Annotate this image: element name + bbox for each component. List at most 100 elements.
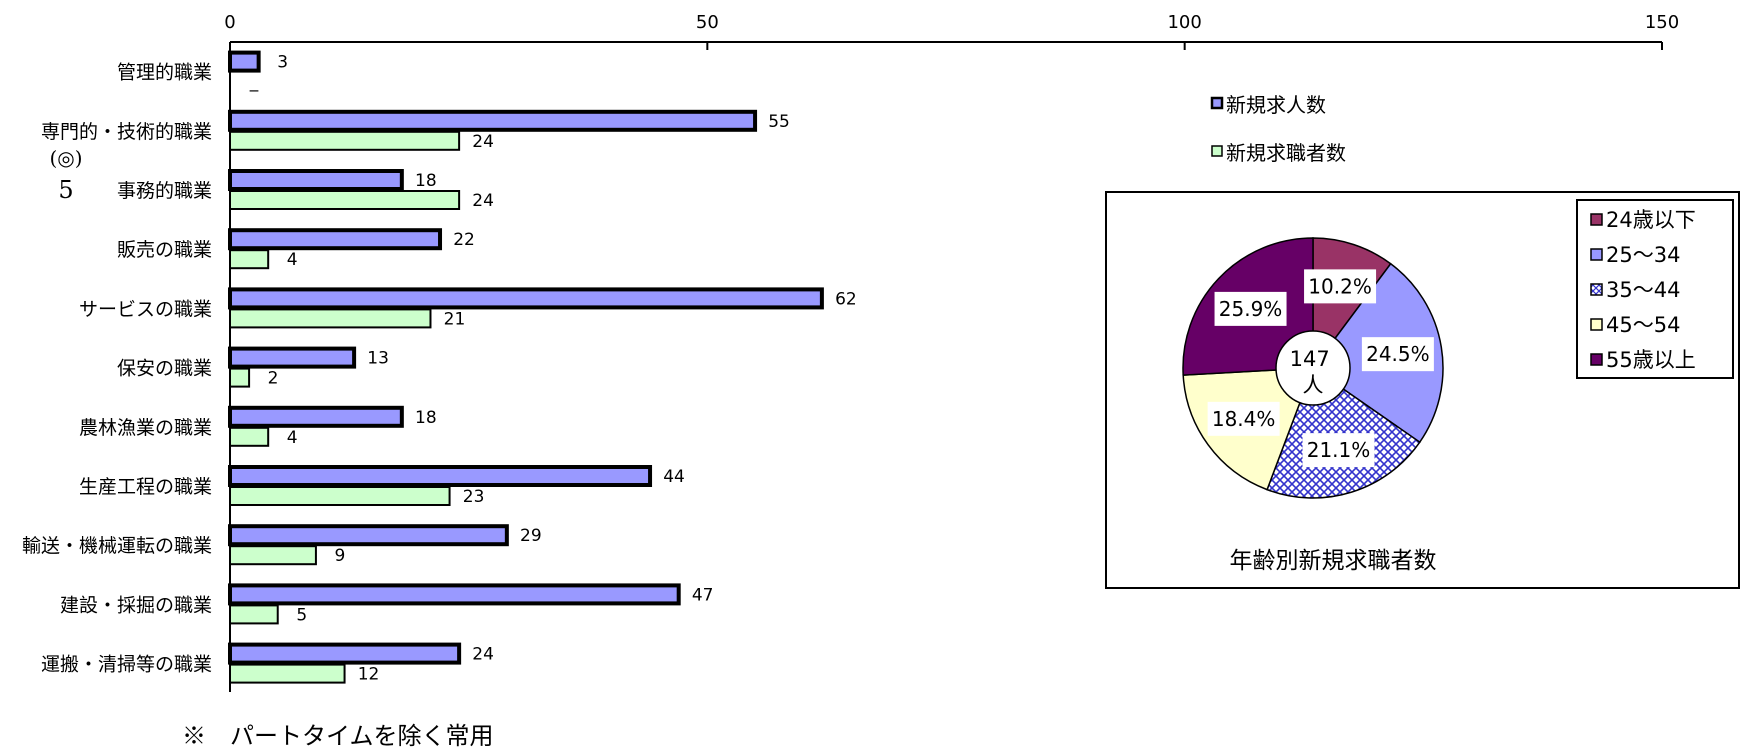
legend-item-job-offers: 新規求人数 (1210, 93, 1326, 117)
pie-label-box (1361, 337, 1434, 372)
bar-value-job-seekers: 12 (358, 665, 380, 685)
legend-swatch-job-offers (1210, 96, 1224, 110)
side-circle-mark: (◎) (49, 146, 82, 170)
pie-legend-swatch (1590, 353, 1603, 366)
bar-value-job-seekers: _ (249, 73, 259, 93)
bar-job-offers (228, 524, 509, 547)
bars (228, 50, 824, 684)
bar-job-seekers (229, 663, 346, 684)
pie-legend-label: 55歳以上 (1606, 348, 1696, 372)
bar-value-job-seekers: 24 (472, 132, 494, 152)
category-label: 生産工程の職業 (79, 476, 212, 498)
bar-value-job-offers: 29 (520, 526, 542, 546)
category-label: 販売の職業 (117, 239, 212, 261)
pie-slice-label: 25.9% (1219, 297, 1283, 321)
pie-center-unit: 人 (1303, 373, 1324, 397)
bar-job-seekers (229, 367, 251, 388)
bar-job-offers (228, 109, 758, 132)
bar-chart: 0 50 100 150 管理的職業専門的・技術的職業事務的職業販売の職業サービスの職… (22, 12, 1679, 692)
bar-job-offers (228, 642, 462, 665)
bar-value-job-offers: 47 (692, 585, 714, 605)
bar-value-job-offers: 18 (415, 408, 437, 428)
pie-label-box (1302, 433, 1375, 468)
pie-legend-frame (1576, 199, 1734, 379)
legend-label-job-seekers: 新規求職者数 (1226, 141, 1346, 165)
pie-legend-swatch (1590, 283, 1603, 296)
bar-legend: 新規求人数 新規求職者数 (1210, 93, 1346, 165)
pie-label-box (1207, 401, 1280, 436)
category-label: 農林漁業の職業 (79, 417, 212, 439)
bar-job-seekers (229, 308, 432, 329)
pie-slice-labels: 10.2% 24.5% 21.1% 18.4% 25.9% (1207, 269, 1434, 468)
bar-job-offers (228, 405, 404, 428)
category-label: 建設・採掘の職業 (60, 594, 212, 616)
bar-value-job-offers: 22 (453, 230, 475, 250)
category-label: 輸送・機械運転の職業 (22, 535, 212, 557)
category-label: 保安の職業 (117, 358, 212, 380)
bar-job-seekers (229, 190, 461, 210)
legend-label-job-offers: 新規求人数 (1226, 93, 1326, 117)
pie-legend-swatch (1590, 213, 1603, 226)
x-tick-label: 0 (224, 12, 235, 33)
bar-value-job-offers: 24 (472, 645, 494, 665)
bar-job-seekers (229, 486, 451, 506)
bar-value-job-seekers: 24 (472, 191, 494, 211)
x-ticks: 0 50 100 150 (224, 12, 1679, 50)
pie-label-box (1304, 269, 1377, 304)
bar-value-job-seekers: 2 (268, 369, 279, 389)
category-label: 管理的職業 (117, 62, 212, 84)
pie-legend-swatch (1590, 318, 1603, 331)
pie-chart-panel: 147 人 10.2% 24.5% 21.1% 18.4% 25.9% 24歳以下 25～… (1105, 191, 1740, 589)
bar-value-job-offers: 62 (835, 289, 857, 309)
bar-job-offers (228, 346, 357, 369)
pie-legend-label: 35～44 (1606, 278, 1680, 302)
pie-legend-swatch (1590, 248, 1603, 261)
bar-value-job-seekers: 5 (296, 605, 307, 625)
pie-center-number: 147 (1290, 347, 1330, 371)
bar-job-offers (228, 583, 681, 606)
category-label: 専門的・技術的職業 (41, 121, 212, 143)
pie-legend-label: 45～54 (1606, 313, 1680, 337)
bar-value-job-seekers: 23 (463, 487, 485, 507)
footnote: ※ パートタイムを除く常用 (182, 722, 494, 750)
pie-slice-label: 21.1% (1307, 438, 1371, 462)
category-label: 事務的職業 (117, 180, 212, 202)
bar-value-job-offers: 44 (663, 467, 685, 487)
pie-title: 年齢別新規求職者数 (1230, 548, 1437, 574)
bar-job-offers (228, 228, 443, 251)
pie-legend-label: 24歳以下 (1606, 208, 1696, 232)
bar-value-job-offers: 18 (415, 171, 437, 191)
bar-value-job-seekers: 4 (287, 250, 298, 270)
bar-job-offers (228, 50, 261, 73)
bar-value-job-seekers: 4 (287, 428, 298, 448)
bar-job-offers (228, 169, 404, 191)
bar-value-job-seekers: 21 (444, 309, 466, 329)
bar-value-job-offers: 55 (768, 112, 790, 132)
bar-job-offers (228, 287, 824, 310)
category-label: 運搬・清掃等の職業 (41, 654, 212, 676)
pie-center-label: 147 人 (1290, 347, 1337, 397)
pie-legend-label: 25～34 (1606, 243, 1680, 267)
bar-value-job-offers: 13 (367, 349, 389, 369)
bar-value-job-seekers: 9 (335, 546, 346, 566)
bar-job-seekers (229, 426, 270, 447)
x-tick-label: 100 (1167, 12, 1201, 33)
bar-job-offers (228, 465, 653, 487)
bar-job-seekers (229, 249, 270, 270)
category-label: サービスの職業 (79, 298, 212, 320)
bar-value-job-offers: 3 (277, 53, 288, 73)
pie-center-hole (1275, 330, 1351, 406)
category-labels: 管理的職業専門的・技術的職業事務的職業販売の職業サービスの職業保安の職業農林漁業… (22, 62, 212, 676)
pie-slice-label: 10.2% (1308, 274, 1372, 298)
bar-job-seekers (229, 545, 317, 566)
x-tick-label: 50 (696, 12, 719, 33)
pie-slice-label: 18.4% (1212, 407, 1276, 431)
legend-swatch-job-seekers (1211, 145, 1223, 157)
bar-job-seekers (229, 130, 461, 151)
bar-job-seekers (229, 604, 279, 625)
pie-legend: 24歳以下 25～34 35～44 45～54 55歳以上 (1590, 208, 1696, 372)
pie-slice-label: 24.5% (1366, 342, 1430, 366)
legend-item-job-seekers: 新規求職者数 (1211, 141, 1346, 165)
